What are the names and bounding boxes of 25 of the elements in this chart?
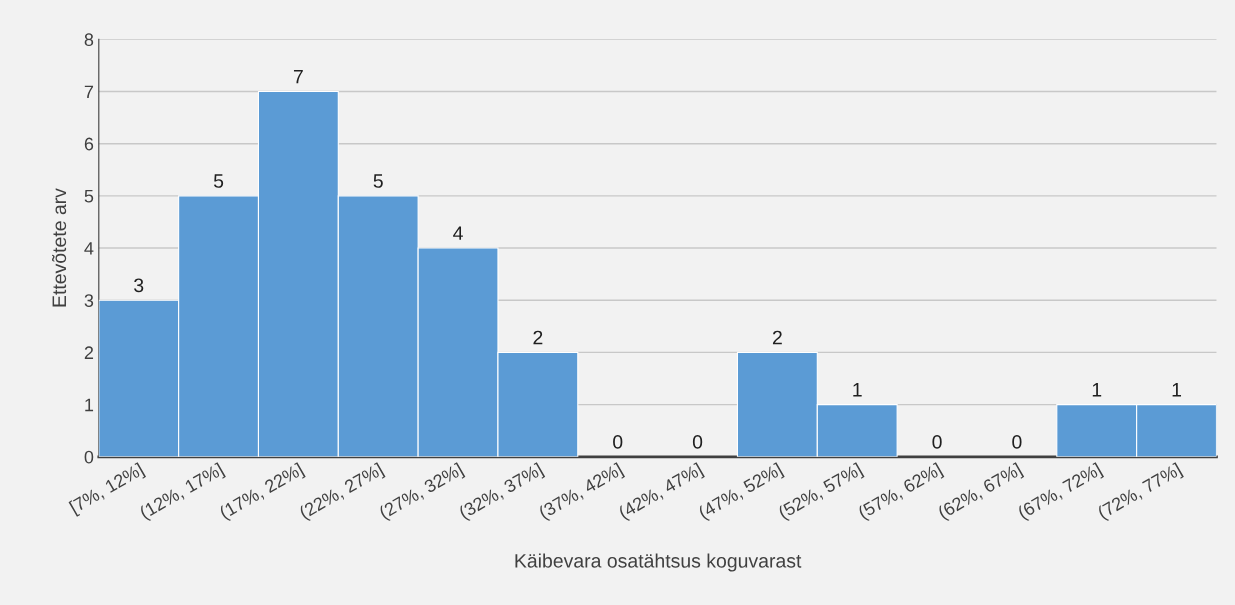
data-label: 1	[853, 383, 862, 397]
x-axis-title: Käibevara osatähtsus koguvarast	[515, 553, 802, 572]
y-tick-label: 4	[84, 242, 94, 255]
data-label: 0	[613, 435, 623, 449]
data-label: 1	[1172, 383, 1182, 397]
data-label: 7	[293, 69, 303, 84]
data-label: 2	[772, 330, 782, 345]
data-label: 0	[932, 435, 942, 449]
y-tick-label: 3	[84, 294, 94, 307]
data-label: 1	[1092, 383, 1102, 397]
data-label: 5	[373, 174, 383, 188]
y-tick-label: 1	[85, 398, 94, 412]
data-label: 3	[134, 278, 144, 293]
y-tick-label: 0	[84, 450, 94, 464]
data-label: 5	[213, 174, 224, 188]
y-tick-label: 2	[84, 346, 94, 359]
y-tick-label: 6	[84, 137, 94, 151]
data-label: 2	[533, 330, 543, 345]
data-label: 0	[692, 435, 703, 449]
y-tick-label: 8	[84, 33, 94, 47]
y-tick-label: 7	[84, 85, 94, 99]
data-label: 0	[1012, 435, 1022, 449]
y-tick-label: 5	[84, 189, 94, 203]
data-label: 4	[453, 226, 463, 240]
y-axis-title: Ettevõtete arv	[52, 188, 67, 307]
